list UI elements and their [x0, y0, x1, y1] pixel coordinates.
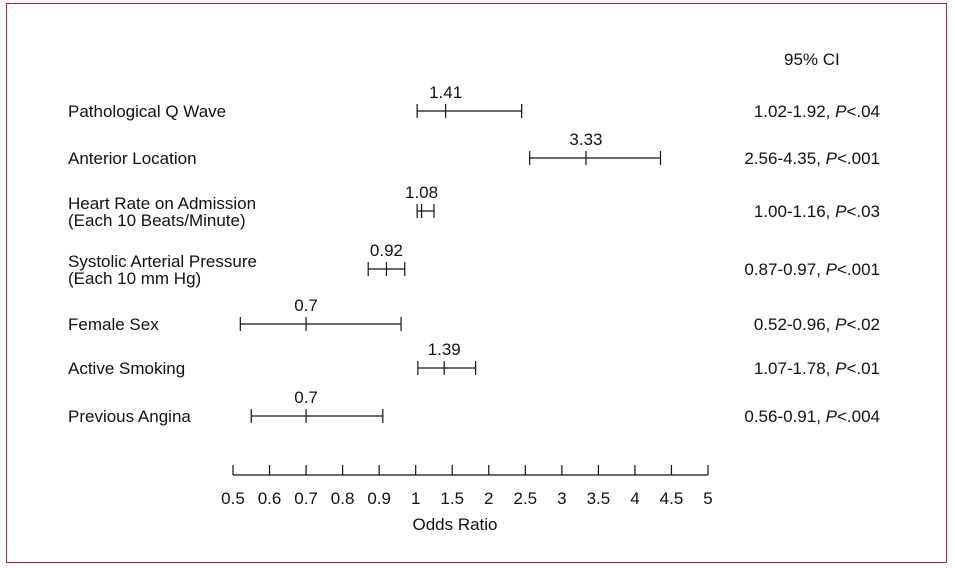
p-value: <.004 — [837, 407, 880, 426]
ci-range: 0.87-0.97, — [744, 260, 825, 279]
row-label: (Each 10 mm Hg) — [68, 269, 201, 288]
row-label: Female Sex — [68, 315, 159, 334]
ci-range: 1.07-1.78, — [754, 359, 835, 378]
ci-range: 0.52-0.96, — [754, 315, 835, 334]
ci-header: 95% CI — [784, 50, 840, 69]
x-tick-label: 1.5 — [440, 489, 464, 508]
or-value-label: 3.33 — [569, 130, 602, 149]
ci-text: 0.52-0.96, P<.02 — [754, 315, 880, 334]
x-tick-label: 3 — [557, 489, 566, 508]
forest-row: Heart Rate on Admission(Each 10 Beats/Mi… — [68, 183, 880, 230]
row-label: (Each 10 Beats/Minute) — [68, 211, 246, 230]
or-value-label: 1.08 — [405, 183, 438, 202]
forest-row: Previous Angina 0.7 0.56-0.91, P<.004 — [68, 388, 880, 426]
x-tick-label: 0.5 — [221, 489, 245, 508]
p-value: <.04 — [846, 102, 880, 121]
or-value-label: 1.41 — [429, 83, 462, 102]
forest-row: Female Sex 0.7 0.52-0.96, P<.02 — [68, 296, 880, 334]
row-label: Previous Angina — [68, 407, 191, 426]
p-symbol: P — [835, 202, 847, 221]
p-symbol: P — [826, 407, 838, 426]
p-symbol: P — [835, 102, 847, 121]
x-tick-label: 4.5 — [660, 489, 684, 508]
x-tick-label: 5 — [703, 489, 712, 508]
ci-text: 0.87-0.97, P<.001 — [744, 260, 880, 279]
ci-text: 2.56-4.35, P<.001 — [744, 149, 880, 168]
ci-text: 1.00-1.16, P<.03 — [754, 202, 880, 221]
p-value: <.001 — [837, 260, 880, 279]
or-value-label: 0.92 — [370, 241, 403, 260]
x-tick-label: 2 — [484, 489, 493, 508]
x-tick-label: 1 — [411, 489, 420, 508]
x-tick-label: 0.7 — [294, 489, 318, 508]
x-axis: 0.5 0.6 0.7 0.8 0.9 1 1.5 2 2.5 3 3.5 4 4.5 5 — [221, 465, 713, 508]
p-value: <.02 — [846, 315, 880, 334]
x-tick-label: 4 — [630, 489, 639, 508]
forest-row: Pathological Q Wave 1.41 1.02-1.92, P<.04 — [68, 83, 880, 121]
row-label: Heart Rate on Admission — [68, 194, 256, 213]
p-value: <.001 — [837, 149, 880, 168]
p-symbol: P — [826, 260, 838, 279]
or-value-label: 1.39 — [428, 340, 461, 359]
p-value: <.03 — [846, 202, 880, 221]
or-value-label: 0.7 — [294, 388, 318, 407]
ci-range: 0.56-0.91, — [744, 407, 825, 426]
x-tick-label: 0.8 — [331, 489, 355, 508]
p-symbol: P — [835, 315, 847, 334]
p-symbol: P — [835, 359, 847, 378]
ci-range: 2.56-4.35, — [744, 149, 825, 168]
forest-row: Anterior Location 3.33 2.56-4.35, P<.001 — [68, 130, 880, 168]
ci-range: 1.00-1.16, — [754, 202, 835, 221]
x-tick-label: 3.5 — [587, 489, 611, 508]
row-label: Anterior Location — [68, 149, 197, 168]
row-label: Pathological Q Wave — [68, 102, 226, 121]
ci-text: 1.02-1.92, P<.04 — [754, 102, 880, 121]
p-value: <.01 — [846, 359, 880, 378]
ci-text: 0.56-0.91, P<.004 — [744, 407, 880, 426]
forest-row: Systolic Arterial Pressure(Each 10 mm Hg… — [68, 241, 880, 288]
ci-range: 1.02-1.92, — [754, 102, 835, 121]
x-tick-label: 2.5 — [513, 489, 537, 508]
ci-text: 1.07-1.78, P<.01 — [754, 359, 880, 378]
x-tick-label: 0.6 — [258, 489, 282, 508]
forest-row: Active Smoking 1.39 1.07-1.78, P<.01 — [68, 340, 880, 378]
chart-frame — [6, 3, 947, 563]
or-value-label: 0.7 — [294, 296, 318, 315]
p-symbol: P — [826, 149, 838, 168]
x-tick-label: 0.9 — [367, 489, 391, 508]
x-axis-label: Odds Ratio — [412, 515, 497, 534]
row-label: Active Smoking — [68, 359, 185, 378]
row-label: Systolic Arterial Pressure — [68, 252, 257, 271]
